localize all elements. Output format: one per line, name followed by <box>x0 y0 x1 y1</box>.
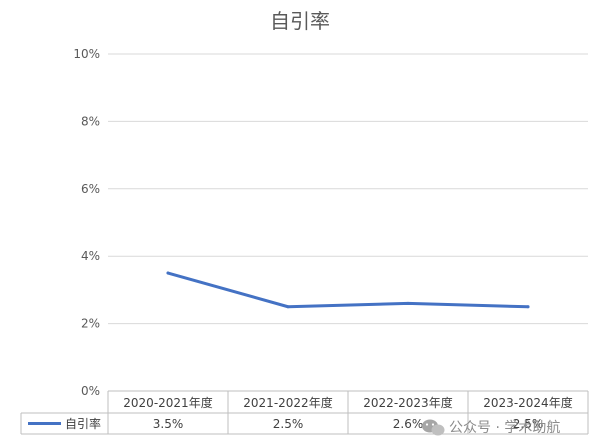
watermark-text: 公众号 · 学术助航 <box>449 420 560 436</box>
y-tick-label: 10% <box>73 47 100 61</box>
data-value-cell: 2.5% <box>513 417 544 431</box>
data-point <box>166 271 170 275</box>
data-point <box>286 305 290 309</box>
chart-title: 自引率 <box>270 9 330 33</box>
y-tick-label: 8% <box>81 114 100 128</box>
data-value-cell: 2.5% <box>273 417 304 431</box>
y-tick-label: 2% <box>81 317 100 331</box>
data-point <box>406 301 410 305</box>
series-line <box>166 271 530 309</box>
data-value-cell: 3.5% <box>153 417 184 431</box>
x-category-label: 2023-2024年度 <box>483 395 572 410</box>
data-value-cell: 2.6% <box>393 417 424 431</box>
y-tick-label: 6% <box>81 182 100 196</box>
data-point <box>526 305 530 309</box>
y-tick-label: 4% <box>81 249 100 263</box>
x-category-label: 2020-2021年度 <box>123 395 212 410</box>
x-category-label: 2021-2022年度 <box>243 395 332 410</box>
x-category-label: 2022-2023年度 <box>363 395 452 410</box>
watermark: 公众号 · 学术助航 <box>422 419 560 436</box>
legend-label: 自引率 <box>65 416 101 431</box>
wechat-icon <box>422 419 445 436</box>
y-tick-label: 0% <box>81 384 100 398</box>
